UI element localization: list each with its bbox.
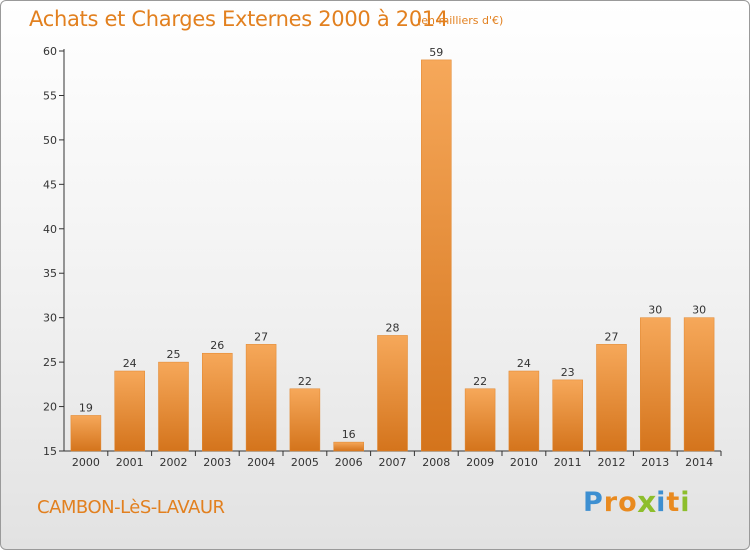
x-tick-label: 2005	[291, 456, 319, 469]
y-tick-label: 45	[43, 178, 57, 191]
y-tick-label: 30	[43, 312, 57, 325]
bar	[596, 344, 627, 452]
x-tick-label: 2000	[72, 456, 100, 469]
bar-value-label: 59	[429, 46, 443, 59]
y-tick-label: 40	[43, 223, 57, 236]
y-tick-label: 35	[43, 267, 57, 280]
bar	[508, 370, 540, 452]
x-tick-label: 2002	[160, 456, 188, 469]
logo-letter: t	[666, 487, 681, 518]
x-tick-label: 2009	[466, 456, 494, 469]
x-tick-label: 2004	[247, 456, 275, 469]
bar-value-label: 27	[605, 330, 619, 343]
bar-value-label: 27	[254, 330, 268, 343]
y-tick-label: 25	[43, 356, 57, 369]
bar-value-label: 22	[298, 375, 312, 388]
y-axis: 15 20 25 30 35 40 45 50 55 60	[43, 45, 65, 458]
x-tick-label: 2011	[554, 456, 582, 469]
bar	[202, 352, 233, 452]
bars: 19 24 25 26 27 22 16 28 59 22 24 23 27 30 30	[70, 46, 715, 452]
logo-letter: r	[603, 487, 619, 518]
bar	[640, 317, 671, 452]
bar	[70, 415, 102, 452]
bar-value-label: 19	[79, 401, 93, 414]
bar-value-label: 23	[561, 366, 575, 379]
bar	[289, 388, 321, 452]
bar-value-label: 25	[167, 348, 181, 361]
bar	[552, 379, 583, 452]
logo-letter: x	[636, 485, 658, 520]
bar-value-label: 22	[473, 375, 487, 388]
y-tick-label: 20	[43, 401, 57, 414]
chart-subtitle: (en milliers d'€)	[417, 14, 504, 27]
bar-value-label: 26	[210, 339, 224, 352]
y-tick-label: 50	[43, 134, 57, 147]
commune-name: CAMBON-LèS-LAVAUR	[37, 497, 225, 518]
bar	[464, 388, 496, 452]
bar-value-label: 16	[342, 428, 356, 441]
x-tick-label: 2001	[116, 456, 144, 469]
x-tick-label: 2013	[641, 456, 669, 469]
bar	[114, 370, 145, 452]
bar	[158, 361, 189, 452]
logo-letter: i	[680, 487, 691, 518]
logo-letter: P	[583, 487, 604, 518]
y-tick-label: 60	[43, 45, 57, 58]
bar	[333, 441, 364, 452]
bar-value-label: 28	[386, 321, 400, 334]
chart-title: Achats et Charges Externes 2000 à 2014	[29, 7, 449, 31]
x-tick-label: 2012	[598, 456, 626, 469]
bar-value-label: 24	[517, 357, 531, 370]
proxiti-logo[interactable]: Proxiti	[583, 485, 691, 520]
x-tick-label: 2003	[203, 456, 231, 469]
bar-value-label: 30	[692, 304, 706, 317]
x-tick-label: 2007	[379, 456, 407, 469]
y-tick-label: 55	[43, 89, 57, 102]
logo-letter: i	[656, 487, 667, 518]
bar	[683, 317, 715, 452]
bar-value-label: 24	[123, 357, 137, 370]
x-tick-label: 2014	[685, 456, 713, 469]
bar-value-label: 30	[648, 304, 662, 317]
x-tick-label: 2006	[335, 456, 363, 469]
y-tick-label: 15	[43, 445, 57, 458]
bar	[377, 335, 408, 452]
x-tick-label: 2008	[422, 456, 450, 469]
x-axis: 2000 2001 2002 2003 2004 2005 2006 2007 2008 2009…	[64, 450, 722, 469]
bar	[421, 59, 452, 452]
bar	[245, 344, 277, 452]
x-tick-label: 2010	[510, 456, 538, 469]
logo-letter: o	[618, 487, 638, 518]
